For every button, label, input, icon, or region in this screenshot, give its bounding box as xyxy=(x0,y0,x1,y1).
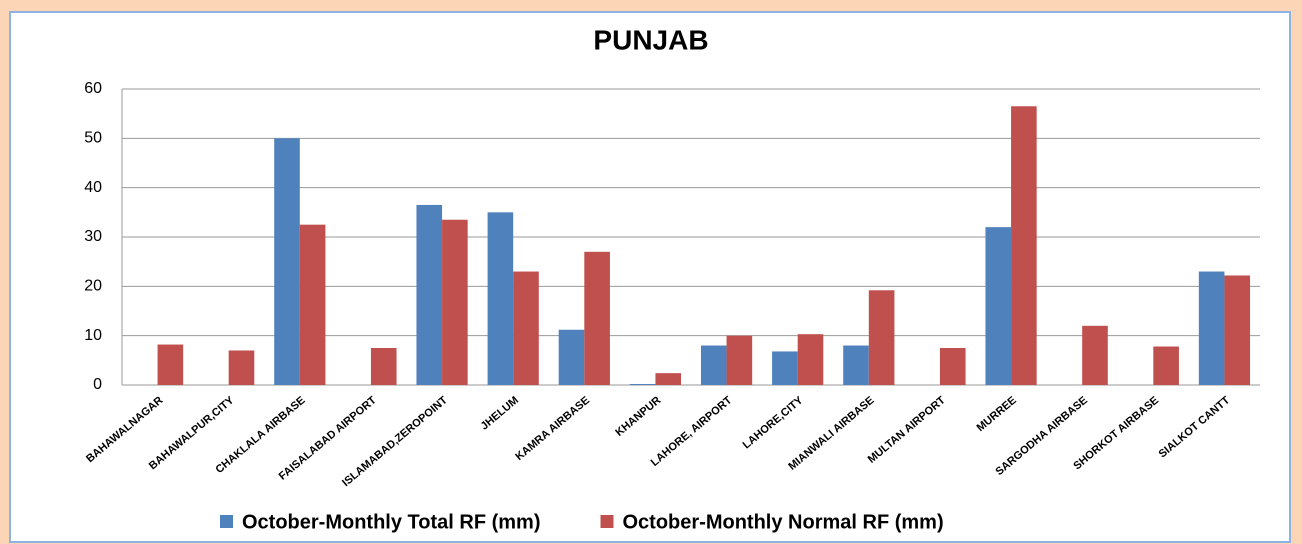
bar xyxy=(726,335,753,385)
legend-label: October-Monthly Total RF (mm) xyxy=(242,511,541,533)
bar xyxy=(513,271,539,385)
legend-label: October-Monthly Normal RF (mm) xyxy=(623,511,944,533)
y-tick-label: 0 xyxy=(93,376,102,393)
legend-swatch xyxy=(600,515,614,528)
y-tick-label: 30 xyxy=(84,228,102,245)
bar xyxy=(584,251,610,385)
y-tick-label: 60 xyxy=(84,80,102,97)
bar xyxy=(157,344,184,385)
legend-swatch xyxy=(220,515,233,528)
bar xyxy=(299,224,326,385)
bar xyxy=(797,334,824,385)
bar xyxy=(416,204,443,385)
bar xyxy=(843,345,869,385)
bar xyxy=(370,348,397,385)
bar xyxy=(655,373,682,385)
bar xyxy=(487,212,514,385)
bar xyxy=(442,219,468,385)
y-tick-label: 20 xyxy=(84,278,102,295)
bar xyxy=(1011,106,1037,386)
bar xyxy=(1082,325,1108,385)
bar xyxy=(558,329,585,385)
bar xyxy=(700,345,727,385)
chart-frame xyxy=(9,11,1291,543)
y-tick-label: 50 xyxy=(84,130,102,147)
y-tick-label: 40 xyxy=(84,179,102,196)
bar xyxy=(1198,271,1225,385)
bar xyxy=(772,351,798,385)
bar xyxy=(228,350,255,385)
bar xyxy=(1153,346,1179,385)
bar xyxy=(868,290,895,385)
bar xyxy=(985,227,1012,385)
chart-title: PUNJAB xyxy=(593,24,708,55)
y-tick-label: 10 xyxy=(84,327,102,344)
bar xyxy=(939,348,966,385)
bar xyxy=(274,138,300,385)
bar xyxy=(1224,275,1251,385)
bar xyxy=(629,384,656,385)
